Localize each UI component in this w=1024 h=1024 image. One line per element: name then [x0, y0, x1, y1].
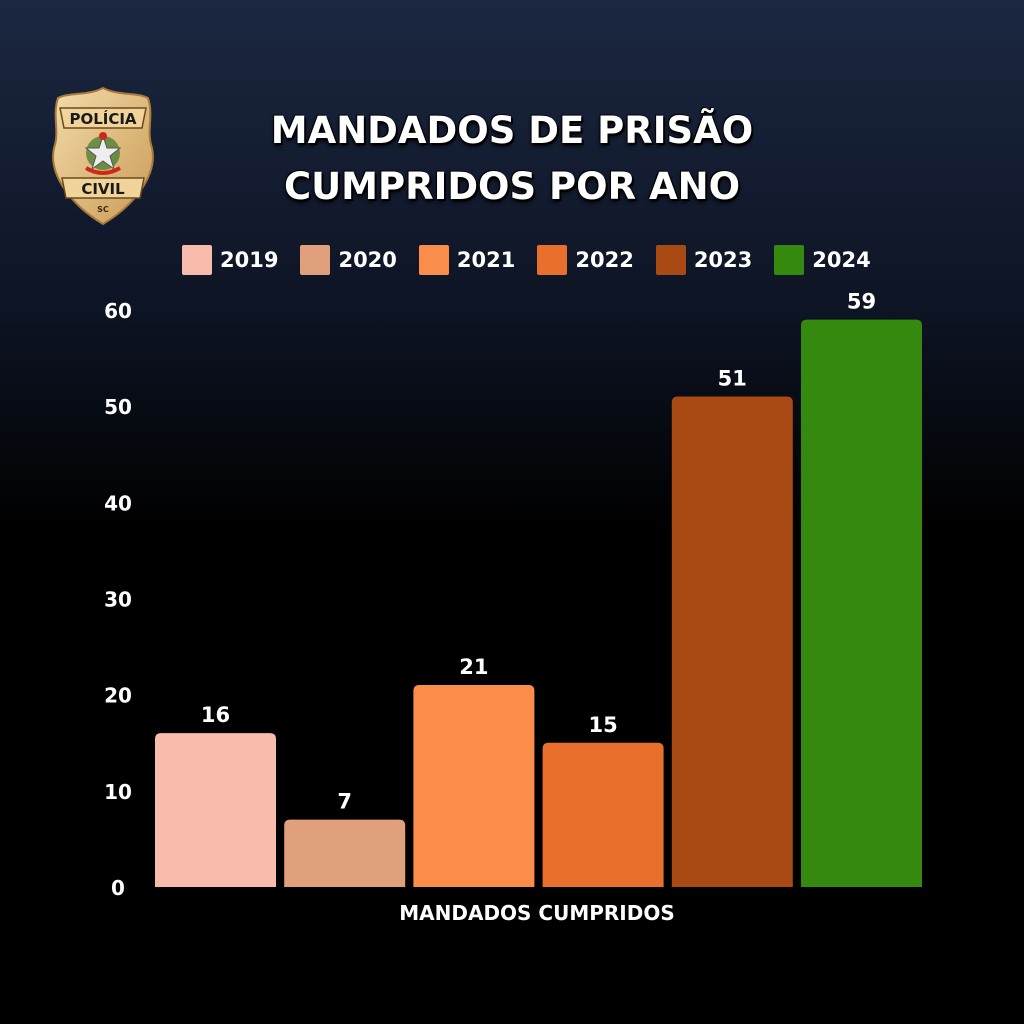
chart-legend: 2019 2020 2021 2022 2023 2024 — [182, 245, 871, 275]
legend-item-2021: 2021 — [418, 245, 516, 275]
bar-2023 — [671, 396, 793, 887]
legend-label: 2019 — [220, 248, 279, 272]
y-tick-label: 20 — [104, 684, 132, 708]
legend-swatch — [655, 245, 686, 275]
legend-label: 2022 — [575, 248, 634, 272]
bar-2024 — [801, 319, 922, 887]
data-label-2021: 21 — [459, 655, 488, 679]
data-label-2019: 16 — [201, 703, 230, 727]
legend-label: 2024 — [812, 248, 871, 272]
y-tick-label: 10 — [104, 780, 132, 804]
legend-label: 2023 — [693, 248, 753, 272]
y-tick-label: 50 — [104, 395, 132, 419]
legend-swatch — [418, 245, 449, 275]
x-axis-label: MANDADOS CUMPRIDOS — [399, 901, 675, 925]
data-label-2020: 7 — [337, 790, 352, 814]
legend-item-2022: 2022 — [537, 245, 634, 275]
legend-item-2019: 2019 — [182, 245, 278, 275]
y-tick-label: 30 — [104, 588, 132, 612]
chart-title-line-2: CUMPRIDOS POR ANO — [283, 165, 741, 208]
svg-text:POLÍCIA: POLÍCIA — [69, 109, 136, 128]
svg-text:CIVIL: CIVIL — [81, 180, 125, 198]
y-tick-label: 40 — [104, 491, 132, 515]
legend-swatch — [537, 245, 568, 275]
bar-2020 — [284, 819, 406, 887]
legend-swatch — [774, 245, 805, 275]
data-label-2022: 15 — [588, 713, 617, 737]
bar-2021 — [413, 685, 535, 887]
legend-label: 2021 — [456, 248, 516, 272]
legend-label: 2020 — [338, 248, 397, 272]
legend-item-2020: 2020 — [300, 245, 397, 275]
data-label-2024: 59 — [847, 290, 876, 314]
bar-2022 — [542, 742, 664, 887]
legend-item-2024: 2024 — [774, 245, 871, 275]
chart-title-line-1: MANDADOS DE PRISÃO — [270, 109, 754, 152]
policia-civil-logo: POLÍCIA CIVIL SC — [48, 86, 158, 230]
svg-text:SC: SC — [97, 205, 109, 214]
legend-swatch — [300, 245, 331, 275]
data-label-2023: 51 — [718, 367, 747, 391]
chart-title: MANDADOS DE PRISÃO CUMPRIDOS POR ANO — [200, 103, 824, 215]
legend-swatch — [182, 245, 212, 275]
y-tick-label: 0 — [111, 876, 125, 900]
y-tick-label: 60 — [104, 299, 132, 323]
bar-2019 — [155, 733, 276, 887]
legend-item-2023: 2023 — [655, 245, 753, 275]
